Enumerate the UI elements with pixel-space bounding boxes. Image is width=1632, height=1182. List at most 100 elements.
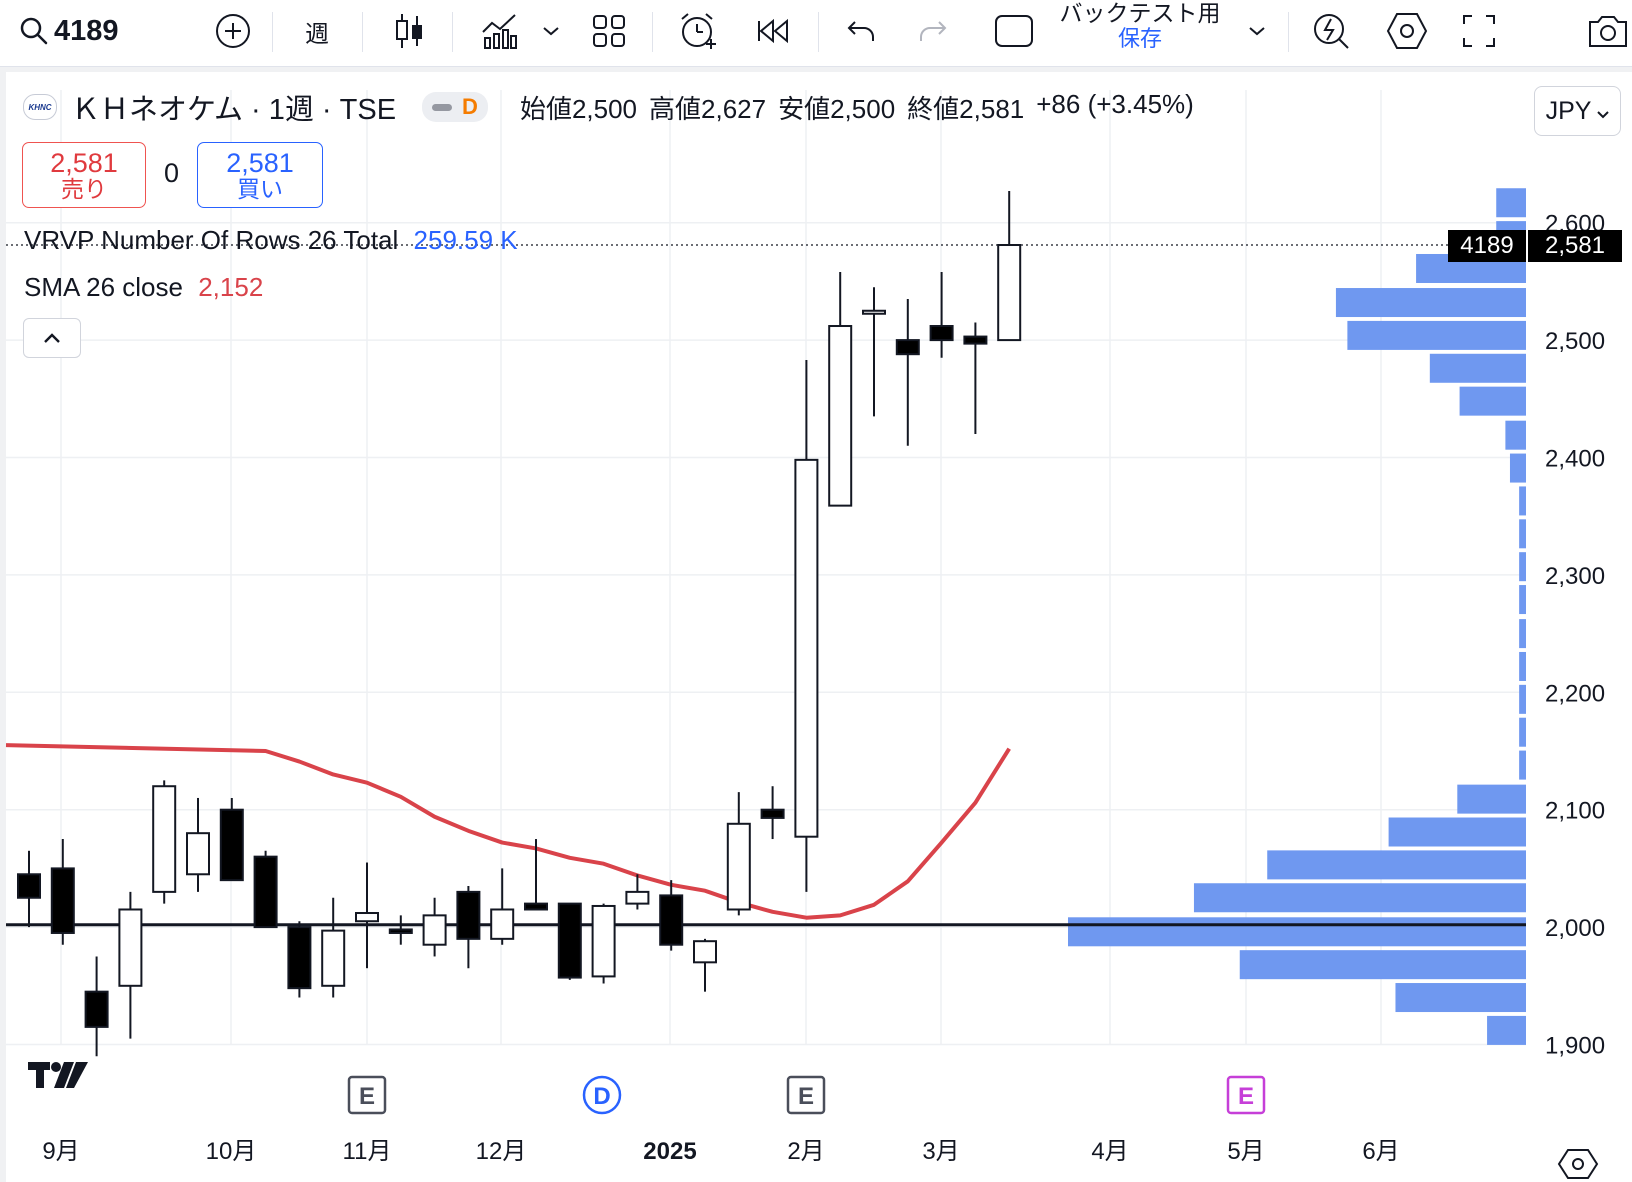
axis-settings-gear-icon[interactable] bbox=[1557, 1149, 1599, 1179]
candle-down bbox=[84, 990, 109, 1028]
candle-up bbox=[321, 929, 346, 987]
sell-button[interactable]: 2,581 売り bbox=[22, 142, 146, 208]
toolbar-separator bbox=[362, 12, 363, 52]
toolbar-separator bbox=[818, 12, 819, 52]
interval-button[interactable]: 週 bbox=[305, 19, 329, 48]
lightning-search-icon bbox=[1311, 11, 1351, 51]
indicators-icon bbox=[480, 12, 518, 50]
sma-indicator-legend[interactable]: SMA 26 close 2,152 bbox=[24, 272, 263, 303]
symbol-search-button[interactable]: 4189 bbox=[20, 8, 119, 54]
replay-button[interactable] bbox=[750, 8, 796, 54]
axis-settings-gear-center bbox=[1572, 1158, 1584, 1170]
earnings-event-marker[interactable] bbox=[1226, 1075, 1266, 1115]
volume-profile-bar bbox=[1068, 917, 1526, 947]
candle-up bbox=[490, 908, 515, 940]
x-axis-label: 2025 bbox=[643, 1138, 696, 1165]
candle-down bbox=[659, 894, 684, 946]
candle-down bbox=[17, 873, 41, 899]
redo-icon bbox=[918, 19, 948, 43]
collapse-legend-button[interactable] bbox=[23, 318, 81, 358]
volume-profile-bar bbox=[1388, 817, 1526, 847]
volume-profile-bar bbox=[1519, 552, 1526, 582]
layout-menu-button[interactable] bbox=[1244, 8, 1270, 54]
indicators-menu-button[interactable] bbox=[538, 8, 564, 54]
candle-down bbox=[557, 902, 582, 979]
volume-profile-bar bbox=[1519, 750, 1526, 780]
chart-type-button[interactable] bbox=[386, 8, 432, 54]
grid-icon bbox=[592, 14, 626, 48]
currency-selector[interactable]: JPY bbox=[1534, 86, 1621, 136]
candle-down bbox=[895, 339, 920, 356]
x-axis-label: 11月 bbox=[343, 1138, 392, 1165]
y-axis-label: 1,900 bbox=[1545, 1033, 1605, 1060]
legend-symbol-title[interactable]: ＫＨネオケム · 1週 · TSE bbox=[71, 94, 397, 126]
layout-name-button[interactable] bbox=[986, 8, 1042, 54]
change-value: +86 (+3.45%) bbox=[1036, 88, 1194, 119]
buy-button[interactable]: 2,581 買い bbox=[197, 142, 323, 208]
indicators-button[interactable] bbox=[476, 8, 522, 54]
buy-label: 買い bbox=[237, 176, 283, 203]
candle-up bbox=[997, 244, 1022, 342]
y-axis-label: 2,100 bbox=[1545, 798, 1605, 825]
data-status-pill[interactable]: D bbox=[422, 92, 488, 122]
volume-profile-bar bbox=[1347, 320, 1526, 350]
candle-up bbox=[794, 458, 819, 838]
volume-profile-bar bbox=[1519, 717, 1526, 747]
delayed-data-badge: D bbox=[462, 94, 478, 119]
ohlc-values: 始値2,500 高値2,627 安値2,500 終値2,581 +86 (+3.… bbox=[520, 89, 1194, 126]
candle-down bbox=[963, 335, 988, 345]
earnings-event-marker[interactable] bbox=[786, 1075, 826, 1115]
gear-icon bbox=[1386, 12, 1428, 50]
chevron-down-icon bbox=[1248, 25, 1266, 37]
vrvp-indicator-legend[interactable]: VRVP Number Of Rows 26 Total 259.59 K bbox=[24, 225, 518, 256]
volume-profile-bar bbox=[1519, 585, 1526, 615]
currency-label: JPY bbox=[1545, 96, 1592, 125]
sma-value: 2,152 bbox=[198, 272, 264, 302]
volume-profile-bar bbox=[1395, 983, 1526, 1013]
volume-profile-bar bbox=[1487, 1015, 1526, 1045]
undo-button[interactable] bbox=[838, 8, 884, 54]
x-axis-label: 10月 bbox=[206, 1138, 257, 1165]
symbol-price-tag: 4189 bbox=[1448, 230, 1526, 262]
dividend-event-marker[interactable] bbox=[582, 1075, 622, 1115]
spread-value: 0 bbox=[164, 158, 180, 188]
add-symbol-button[interactable] bbox=[210, 8, 256, 54]
alert-button[interactable] bbox=[676, 8, 722, 54]
earnings-event-marker[interactable] bbox=[347, 1075, 387, 1115]
volume-profile-bar bbox=[1335, 288, 1526, 318]
volume-profile-bar bbox=[1496, 188, 1526, 218]
plus-circle-icon bbox=[215, 13, 251, 49]
layout-button[interactable] bbox=[586, 8, 632, 54]
y-axis-label: 2,300 bbox=[1545, 563, 1605, 590]
x-axis-label: 3月 bbox=[922, 1138, 959, 1165]
dividend-event-label: D bbox=[593, 1083, 610, 1110]
volume-profile-bar bbox=[1429, 353, 1526, 383]
candle-up bbox=[625, 890, 650, 905]
redo-button[interactable] bbox=[910, 8, 956, 54]
y-axis-label: 2,200 bbox=[1545, 680, 1605, 707]
snapshot-button[interactable] bbox=[1586, 8, 1632, 54]
volume-profile-bar bbox=[1459, 386, 1526, 416]
earnings-event-label: E bbox=[798, 1083, 814, 1110]
settings-button[interactable] bbox=[1384, 8, 1430, 54]
candle-up bbox=[355, 912, 379, 923]
symbol-legend: KHNC ＫＨネオケム · 1週 · TSE D 始値2,500 高値2,627… bbox=[23, 86, 1194, 128]
sma-line[interactable] bbox=[5, 743, 1011, 920]
open-value: 始値2,500 bbox=[519, 93, 638, 124]
tradingview-logo[interactable] bbox=[28, 1058, 90, 1094]
quick-search-button[interactable] bbox=[1308, 8, 1354, 54]
save-link[interactable]: 保存 bbox=[1117, 26, 1162, 52]
earnings-event-label: E bbox=[1238, 1083, 1254, 1110]
candle-down bbox=[287, 926, 312, 990]
vrvp-value: 259.59 K bbox=[413, 225, 518, 255]
fullscreen-button[interactable] bbox=[1456, 8, 1502, 54]
candle-up bbox=[591, 904, 616, 978]
chart-panel[interactable] bbox=[6, 72, 1632, 1182]
company-logo: KHNC bbox=[23, 94, 57, 120]
y-axis-label: 2,400 bbox=[1545, 446, 1605, 473]
backtest-layout-menu[interactable]: バックテスト用 保存 bbox=[1054, 1, 1226, 52]
candle-down bbox=[760, 808, 785, 819]
candle-up bbox=[152, 785, 177, 893]
candle-down bbox=[253, 855, 278, 929]
